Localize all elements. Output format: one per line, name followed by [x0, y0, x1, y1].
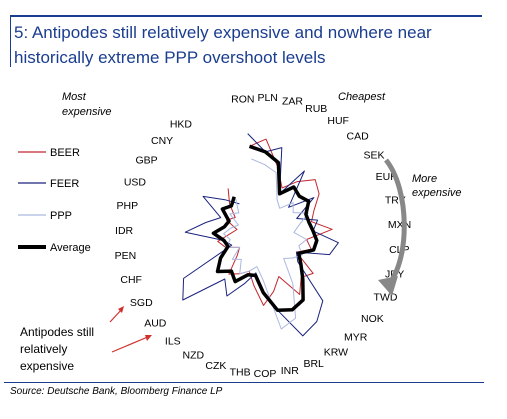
category-label-brl: BRL: [303, 358, 324, 370]
category-label-cop: COP: [254, 368, 277, 380]
category-label-idr: IDR: [115, 225, 134, 237]
more-expensive-line-1: More: [412, 173, 437, 185]
series-average-line: [211, 144, 319, 312]
category-label-chf: CHF: [120, 274, 142, 286]
category-label-ils: ILS: [165, 335, 181, 347]
category-label-pen: PEN: [115, 250, 137, 262]
chart-title: 5: Antipodes still relatively expensive …: [14, 23, 432, 67]
antipodes-label: Antipodes still relatively expensive: [20, 325, 97, 373]
category-label-krw: KRW: [324, 347, 348, 359]
title-box: [10, 15, 482, 67]
most-expensive-line-2: expensive: [62, 106, 112, 118]
red-arrowhead-nzd: [145, 335, 152, 341]
most-expensive-line-1: Most: [62, 91, 87, 103]
category-label-aud: AUD: [144, 318, 167, 330]
category-label-thb: THB: [230, 366, 251, 378]
series-beer-line: [217, 138, 333, 306]
footer-divider: [4, 382, 484, 383]
more-expensive-label: More expensive: [412, 173, 462, 199]
category-label-sek: SEK: [363, 149, 384, 161]
category-label-nzd: NZD: [183, 350, 205, 362]
red-arrow-nzd: [111, 335, 151, 353]
category-label-sgd: SGD: [130, 297, 153, 309]
most-expensive-label: Most expensive: [62, 91, 112, 118]
category-label-mxn: MXN: [388, 219, 411, 231]
red-arrowhead-ils: [118, 306, 124, 313]
series-ppp-line: [223, 158, 309, 330]
category-label-cad: CAD: [347, 131, 370, 143]
antipodes-line-3: expensive: [20, 359, 74, 373]
more-expensive-arrow: [383, 158, 407, 287]
category-label-twd: TWD: [374, 292, 398, 304]
category-label-rub: RUB: [305, 103, 327, 115]
source-note: Source: Deutsche Bank, Bloomberg Finance…: [10, 386, 223, 397]
category-label-gbp: GBP: [136, 154, 158, 166]
series-feer-line: [182, 133, 339, 337]
category-label-usd: USD: [124, 176, 147, 188]
legend-ppp-label: PPP: [50, 210, 72, 222]
category-label-php: PHP: [117, 200, 139, 212]
series-layer: [182, 133, 339, 337]
category-label-inr: INR: [281, 365, 300, 377]
legend-beer-label: BEER: [50, 147, 80, 159]
legend-average-label: Average: [50, 242, 91, 254]
category-label-huf: HUF: [327, 115, 349, 127]
antipodes-line-1: Antipodes still: [20, 325, 94, 339]
legend: BEER FEER PPP Average: [18, 147, 91, 254]
category-label-myr: MYR: [344, 331, 368, 343]
cheapest-label: Cheapest: [338, 91, 386, 103]
category-labels: RON PLN ZARRUBHUFCADSEKEURTRYMXNCLPJPYTWDN…: [115, 92, 412, 380]
category-label-czk: CZK: [205, 360, 226, 372]
category-label-pln: PLN: [257, 92, 277, 104]
category-label-ron: RON: [231, 93, 254, 105]
more-expensive-line-2: expensive: [412, 187, 462, 199]
antipodes-line-2: relatively: [20, 342, 67, 356]
legend-feer-label: FEER: [50, 178, 79, 190]
more-expensive-arrowhead: [378, 276, 398, 296]
category-label-nok: NOK: [361, 313, 384, 325]
category-label-cny: CNY: [151, 135, 173, 147]
category-label-zar: ZAR: [282, 95, 303, 107]
category-label-hkd: HKD: [170, 118, 193, 130]
